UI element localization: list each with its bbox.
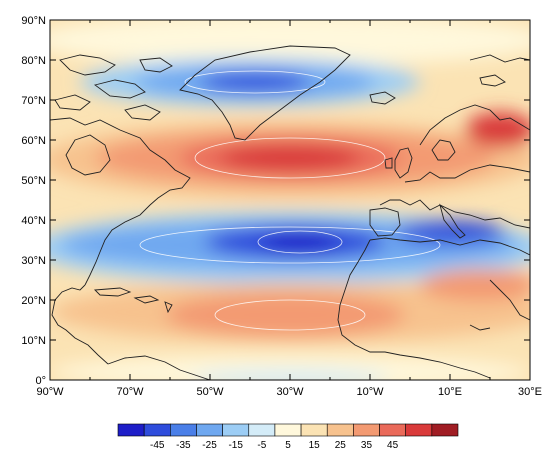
colorbar-swatch: [300, 423, 328, 437]
lat-label: 70°N: [21, 95, 46, 107]
anomaly-contour-field: [50, 20, 530, 380]
colorbar-swatch: [248, 423, 276, 437]
colorbar-label: -35: [176, 440, 191, 451]
lon-label: 50°W: [196, 386, 224, 398]
lat-label: 80°N: [21, 55, 46, 67]
lat-label: 60°N: [21, 135, 46, 147]
lat-label: 20°N: [21, 295, 46, 307]
axes: 90°N 80°N 70°N 60°N 50°N 40°N 30°N 20°N 10°N 0°90…: [21, 15, 542, 398]
colorbar-swatch: [222, 423, 250, 437]
lat-label: 10°N: [21, 335, 46, 347]
colorbar-swatch: [431, 423, 459, 437]
colorbar-label: 45: [387, 440, 399, 451]
colorbar-label: 15: [309, 440, 321, 451]
colorbar-label: -45: [150, 440, 165, 451]
lat-label: 40°N: [21, 215, 46, 227]
lat-label: 50°N: [21, 175, 46, 187]
colorbar-swatch: [326, 423, 354, 437]
lat-label: 30°N: [21, 255, 46, 267]
colorbar-label: -5: [257, 440, 266, 451]
colorbar-label: 35: [361, 440, 373, 451]
lon-label: 90°W: [36, 386, 64, 398]
lon-label: 30°W: [276, 386, 304, 398]
lat-label: 0°: [35, 375, 46, 387]
colorbar-label: 5: [285, 440, 291, 451]
colorbar: -45 -35 -25 -15 -5 5 15 25 35 45: [117, 423, 459, 451]
lon-label: 70°W: [116, 386, 144, 398]
colorbar-swatch: [353, 423, 380, 437]
colorbar-swatch: [405, 423, 433, 437]
colorbar-label: -15: [228, 440, 243, 451]
colorbar-swatch: [379, 423, 406, 437]
colorbar-swatch: [196, 423, 223, 437]
colorbar-label: 25: [335, 440, 347, 451]
colorbar-swatch: [170, 423, 197, 437]
colorbar-swatch: [117, 423, 145, 437]
colorbar-label: -25: [202, 440, 217, 451]
colorbar-swatch: [143, 423, 171, 437]
lon-label: 10°E: [438, 386, 462, 398]
colorbar-swatch: [274, 423, 302, 437]
coastlines: [50, 45, 530, 380]
lon-label: 30°E: [518, 386, 542, 398]
lon-label: 10°W: [356, 386, 384, 398]
lat-label: 90°N: [21, 15, 46, 27]
